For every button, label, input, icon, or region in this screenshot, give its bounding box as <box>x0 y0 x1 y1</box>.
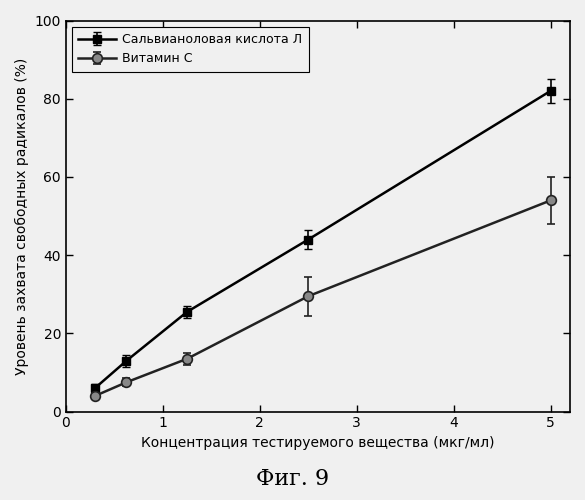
X-axis label: Концентрация тестируемого вещества (мкг/мл): Концентрация тестируемого вещества (мкг/… <box>141 436 495 450</box>
Legend: Сальвианоловая кислота Л, Витамин С: Сальвианоловая кислота Л, Витамин С <box>72 26 308 72</box>
Text: Фиг. 9: Фиг. 9 <box>256 468 329 490</box>
Y-axis label: Уровень захвата свободных радикалов (%): Уровень захвата свободных радикалов (%) <box>15 58 29 374</box>
